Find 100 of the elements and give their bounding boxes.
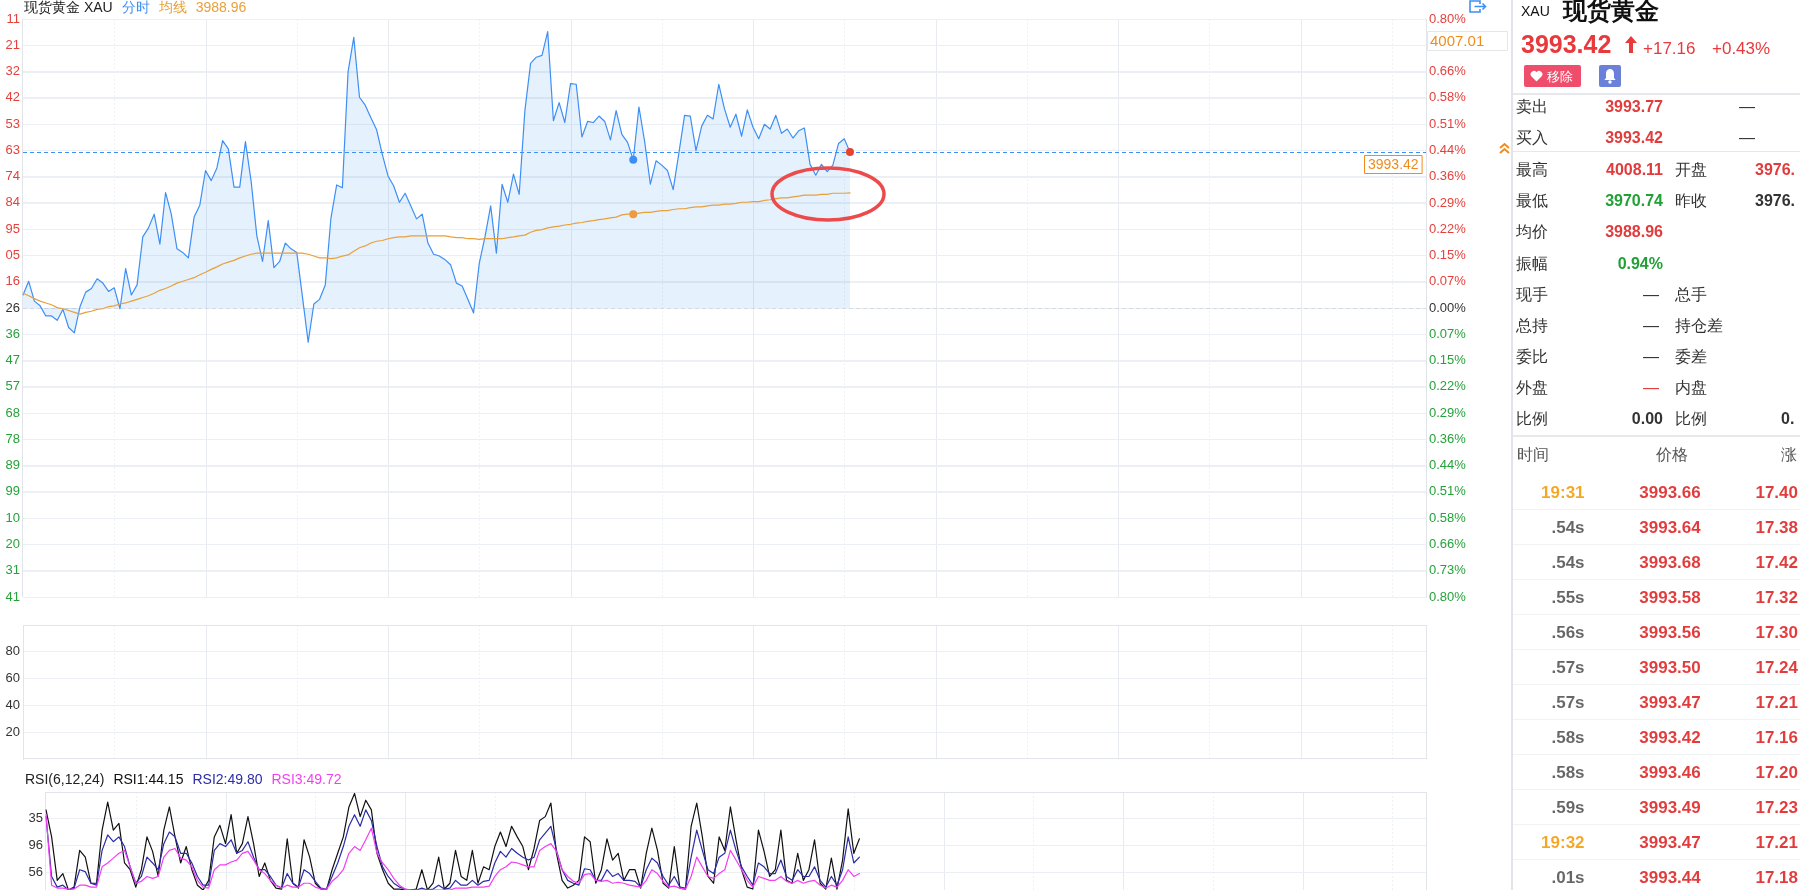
text: 3993.42 — [1605, 129, 1663, 146]
text: 0.94% — [1617, 255, 1663, 272]
text: 最高 — [1516, 161, 1548, 178]
text: 比例 — [1675, 410, 1707, 427]
text: 持仓差 — [1675, 317, 1723, 334]
text: 16 — [5, 273, 20, 289]
y-tick-label: 0.66% — [1429, 536, 1467, 552]
text: RSI3:49.72 — [271, 771, 342, 787]
text: 95 — [5, 220, 20, 236]
text: .57s 3993.47 17.21 — [1551, 692, 1798, 712]
text: 4008.11 — [1606, 161, 1663, 178]
text: 委差 — [1675, 348, 1707, 365]
series-label: RSI1:44.15 — [113, 771, 184, 787]
y-tick-label: 0.22% — [1429, 220, 1467, 236]
y-tick-label: 60 — [5, 670, 20, 686]
text: 卖出 — [1516, 98, 1548, 115]
text: — — [1739, 98, 1755, 115]
text: — — [1643, 348, 1659, 365]
remove-button: 移除 — [1524, 65, 1581, 87]
text: 4007.01 — [1430, 31, 1485, 49]
y-tick-label: 0.44% — [1429, 457, 1467, 473]
text: .56s 3993.56 17.30 — [1551, 622, 1798, 642]
text: 内盘 — [1675, 379, 1707, 396]
text: 78 — [5, 430, 20, 446]
y-tick-label: 0.80% — [1429, 588, 1467, 604]
y-tick-label: 0.51% — [1429, 483, 1467, 499]
y-tick-label: 0.58% — [1429, 89, 1467, 105]
text: .58s 3993.46 17.20 — [1551, 762, 1798, 782]
y-tick-label: 0.22% — [1429, 378, 1467, 394]
text: 35 — [28, 809, 43, 825]
text: 振幅 — [1516, 255, 1548, 272]
y-tick-label: 40 — [5, 697, 20, 713]
text: 21 — [5, 36, 20, 52]
text: +0.43% — [1712, 38, 1771, 58]
text: 开盘 — [1675, 161, 1707, 178]
chart-title: 现货黄金 XAU — [24, 0, 113, 15]
text: 19:32 3993.47 17.21 — [1541, 832, 1798, 852]
text: .54s 3993.64 17.38 — [1551, 517, 1798, 537]
text: 84 — [5, 194, 20, 210]
text: RSI2:49.80 — [192, 771, 263, 787]
text: 3993.77 — [1605, 98, 1663, 115]
text: 41 — [5, 588, 20, 604]
text: 均线 — [158, 0, 187, 15]
text: 89 — [5, 457, 20, 473]
y-tick-label: 0.73% — [1429, 562, 1467, 578]
y-tick-label: 0.36% — [1429, 168, 1467, 184]
text: 26 — [5, 299, 20, 315]
text: 19:31 3993.66 17.40 — [1541, 482, 1798, 502]
text: +17.16 — [1643, 38, 1696, 58]
text: — — [1739, 129, 1755, 146]
text: 最低 — [1516, 192, 1548, 209]
y-tick-label: 0.07% — [1429, 325, 1467, 341]
y-tick-label: 0.00% — [1429, 299, 1467, 315]
y-tick-label: 0.51% — [1429, 115, 1467, 131]
text: 3988.96 — [195, 0, 247, 15]
text: 总手 — [1675, 286, 1707, 303]
text: 53 — [5, 115, 20, 131]
text: — — [1643, 286, 1659, 303]
text: 现手 — [1516, 286, 1548, 303]
text: 涨 — [1781, 446, 1797, 463]
text: 价格 — [1656, 446, 1688, 463]
text: 47 — [5, 352, 20, 368]
y-tick-label: 0.66% — [1429, 63, 1467, 79]
text: — — [1643, 379, 1659, 396]
text: 买入 — [1516, 129, 1548, 146]
text: 05 — [5, 247, 20, 263]
text: .57s 3993.50 17.24 — [1551, 657, 1798, 677]
text: 外盘 — [1516, 379, 1548, 396]
y-tick-label: 0.44% — [1429, 141, 1467, 157]
y-tick-label: 0.80% — [1429, 10, 1467, 26]
text: 63 — [5, 141, 20, 157]
text: 10 — [5, 509, 20, 525]
text: — — [1643, 317, 1659, 334]
y-tick-label: 0.29% — [1429, 404, 1467, 420]
annotation: 3993.42 — [1368, 155, 1419, 172]
text: 32 — [5, 63, 20, 79]
y-tick-label: 0.15% — [1429, 247, 1467, 263]
text: 0. — [1781, 410, 1795, 427]
text: 36 — [5, 325, 20, 341]
text: 总持 — [1516, 317, 1548, 334]
text: 比例 — [1516, 410, 1548, 427]
text: 31 — [5, 562, 20, 578]
text: .58s 3993.42 17.16 — [1551, 727, 1798, 747]
text: 68 — [5, 404, 20, 420]
text: 3976. — [1755, 192, 1796, 209]
text: 3970.74 — [1605, 192, 1663, 209]
text: 11 — [6, 10, 20, 26]
text: 74 — [5, 168, 20, 184]
text: 42 — [5, 89, 20, 105]
text: 委比 — [1516, 348, 1548, 365]
y-tick-label: 0.07% — [1429, 273, 1467, 289]
text: XAU — [1521, 3, 1550, 19]
text: 57 — [5, 378, 20, 394]
text: .59s 3993.49 17.23 — [1551, 797, 1798, 817]
chart-title: RSI(6,12,24) — [25, 771, 105, 787]
text: .54s 3993.68 17.42 — [1551, 552, 1798, 572]
text: 3988.96 — [1605, 223, 1663, 240]
text: 时间 — [1517, 446, 1549, 463]
y-tick-label: 0.15% — [1429, 352, 1467, 368]
text: 99 — [5, 483, 20, 499]
